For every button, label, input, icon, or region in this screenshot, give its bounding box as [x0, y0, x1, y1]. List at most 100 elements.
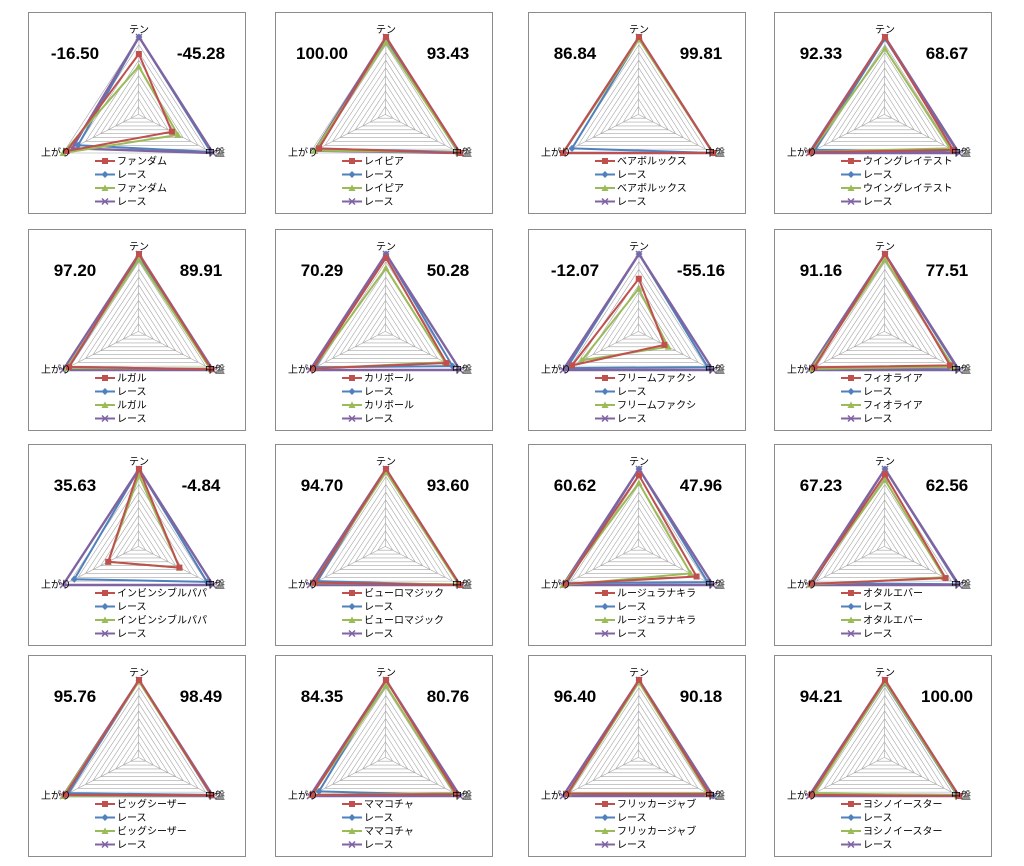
legend-label: レース — [117, 170, 147, 181]
axis-label-left: 上がり — [41, 363, 71, 376]
right-score: 98.49 — [180, 687, 223, 706]
legend-label: レース — [617, 629, 647, 640]
radar-grid-ring — [846, 75, 923, 134]
radar-data-point — [105, 558, 112, 565]
legend-label: レース — [364, 840, 394, 851]
radar-series-line — [308, 252, 462, 372]
legend-label: オタルエバー — [863, 615, 923, 627]
radar-chart-panel: テン 中盤 上がり 84.35 80.76 ママコチャ レース ママコチャ レース — [275, 655, 493, 857]
radar-series-line — [566, 679, 711, 796]
radar-grid-ring — [622, 98, 654, 123]
legend-marker — [847, 401, 855, 408]
legend-label: ウイングレイテスト — [863, 155, 953, 168]
radar-grid-ring — [324, 51, 446, 146]
left-score: 67.23 — [800, 476, 843, 495]
radar-spoke — [309, 546, 386, 586]
legend-marker — [348, 401, 356, 408]
radar-series-line — [107, 468, 181, 569]
radar-chart-panel: テン 中盤 上がり 92.33 68.67 ウイングレイテスト レース ウイングレイテスト レー… — [774, 12, 992, 214]
radar-data-point — [559, 366, 567, 374]
radar-chart-panel: テン 中盤 上がり 94.21 100.00 ヨシノイースター レース ヨシノイースター レース — [774, 655, 992, 857]
legend-label: ファンダム — [117, 182, 167, 195]
radar-grid-ring — [77, 483, 199, 578]
axis-label-top: テン — [376, 457, 396, 468]
radar-grid-ring — [853, 82, 915, 131]
axis-label-right: 中盤 — [705, 578, 725, 591]
radar-data-point — [881, 465, 889, 473]
legend-marker — [601, 401, 609, 408]
axis-label-left: 上がり — [541, 789, 571, 802]
radar-data-point — [62, 791, 69, 798]
radar-grid-ring — [92, 710, 184, 781]
legend-label: レース — [364, 170, 394, 181]
legend-label: レース — [117, 197, 147, 208]
radar-grid-ring — [85, 276, 192, 359]
radar-spoke — [638, 114, 714, 154]
radar-data-point — [687, 569, 695, 577]
radar-data-point — [881, 471, 888, 478]
axis-label-left: 上がり — [787, 363, 817, 376]
radar-data-point — [135, 62, 143, 70]
axis-label-left: 上がり — [288, 363, 318, 376]
axis-label-left: 上がり — [41, 789, 71, 802]
radar-grid-ring — [316, 476, 454, 582]
radar-data-point — [457, 582, 463, 588]
legend-marker — [101, 388, 109, 395]
legend-marker — [847, 184, 855, 191]
radar-grid-ring — [122, 530, 154, 555]
legend-marker — [601, 171, 609, 178]
radar-grid-ring — [630, 538, 647, 551]
legend-marker — [348, 840, 356, 849]
radar-series-line — [807, 467, 961, 587]
radar-spoke — [638, 331, 714, 371]
radar-series-line — [561, 252, 715, 372]
radar-data-point — [176, 564, 183, 571]
axis-label-left: 上がり — [288, 789, 318, 802]
radar-data-point — [882, 251, 888, 257]
radar-grid-ring — [823, 483, 945, 578]
radar-grid-ring — [861, 733, 908, 770]
axis-label-top: テン — [129, 668, 149, 679]
radar-data-point — [881, 476, 889, 483]
axis-label-top: テン — [629, 242, 649, 253]
legend-label: ビューロマジック — [364, 615, 444, 627]
radar-series-line — [312, 256, 448, 370]
right-score: -4.84 — [182, 476, 221, 495]
legend-label: レース — [617, 414, 647, 425]
legend-marker — [847, 388, 855, 395]
legend-marker — [602, 158, 608, 164]
axis-label-top: テン — [875, 25, 895, 36]
radar-spoke — [808, 331, 885, 371]
radar-grid-ring — [622, 315, 654, 340]
legend-label: カリボール — [364, 400, 414, 412]
legend-marker — [847, 414, 855, 423]
legend-marker — [349, 801, 355, 807]
radar-series-line — [561, 467, 715, 587]
radar-grid-ring — [831, 491, 938, 574]
legend-label: カリボール — [364, 373, 414, 385]
radar-series-line — [813, 681, 959, 797]
radar-data-point — [882, 34, 888, 40]
right-score: 68.67 — [926, 44, 969, 63]
radar-chart-panel: テン 中盤 上がり 97.20 89.91 ルガル レース ルガル レース — [28, 229, 246, 431]
axis-label-top: テン — [376, 242, 396, 253]
radar-grid-ring — [831, 702, 938, 785]
radar-chart-panel: テン 中盤 上がり 91.16 77.51 フィオライア レース フィオライア レース — [774, 229, 992, 431]
legend-marker — [349, 590, 355, 596]
axis-label-left: 上がり — [787, 789, 817, 802]
radar-grid-ring — [592, 67, 684, 138]
legend-label: レース — [617, 813, 647, 824]
radar-chart-panel: テン 中盤 上がり 94.70 93.60 ビューロマジック レース ビューロマジック レース — [275, 444, 493, 646]
legend-label: レース — [617, 840, 647, 851]
legend-label: レース — [364, 414, 394, 425]
legend-marker — [348, 184, 356, 191]
legend-label: ママコチャ — [364, 799, 414, 811]
radar-data-point — [635, 465, 643, 473]
radar-data-point — [63, 148, 70, 155]
radar-spoke — [808, 114, 885, 154]
radar-grid-ring — [831, 276, 938, 359]
axis-label-right: 中盤 — [452, 578, 472, 591]
